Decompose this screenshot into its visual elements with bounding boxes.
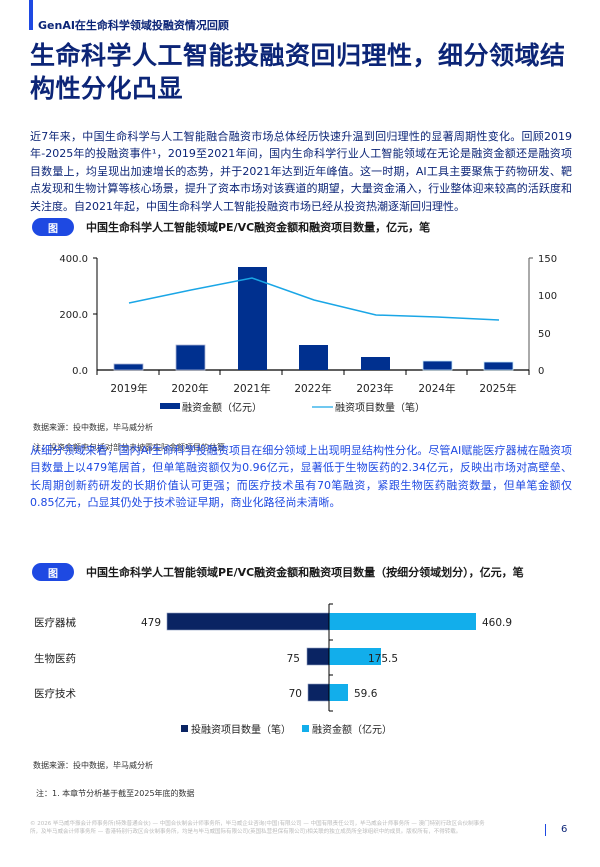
value-labels: 479 75 70 460.9 175.5 59.6 xyxy=(141,617,512,700)
left-tick: 0.0 xyxy=(72,366,88,377)
count-bars xyxy=(166,612,330,702)
svg-text:医疗技术: 医疗技术 xyxy=(34,687,76,700)
svg-text:2020年: 2020年 xyxy=(171,382,208,395)
svg-text:75: 75 xyxy=(287,653,300,665)
amount-bar-medtech xyxy=(329,684,348,701)
line-series-count xyxy=(128,277,500,321)
page-number: 6 xyxy=(561,824,568,835)
figure1-badge: 图 xyxy=(32,218,74,236)
section-label: GenAI在生命科学领域投融资情况回顾 xyxy=(38,19,229,32)
count-bar-medtech xyxy=(307,683,330,702)
right-tick: 0 xyxy=(538,366,544,377)
legend-bar-swatch xyxy=(160,403,180,409)
figure2-source: 数据来源：投中数据，毕马威分析 xyxy=(33,761,153,770)
svg-text:医疗器械: 医疗器械 xyxy=(34,616,76,629)
bar-2024 xyxy=(422,360,453,371)
bar-2025 xyxy=(483,361,514,371)
svg-text:2022年: 2022年 xyxy=(294,382,331,395)
bar-series-amount xyxy=(113,267,514,371)
svg-text:2024年: 2024年 xyxy=(418,382,455,395)
bar-2019 xyxy=(113,363,144,371)
category-labels: 医疗器械 生物医药 医疗技术 xyxy=(34,616,76,700)
figure1-header: 图 中国生命科学人工智能领域PE/VC融资金额和融资项目数量，亿元，笔 xyxy=(32,218,430,236)
svg-text:59.6: 59.6 xyxy=(354,688,378,700)
center-axis xyxy=(328,603,333,712)
figure2-chart: 医疗器械 生物医药 医疗技术 479 75 70 460.9 175.5 59.… xyxy=(34,603,512,736)
figure2-header: 图 中国生命科学人工智能领域PE/VC融资金额和融资项目数量（按细分领域划分），… xyxy=(32,563,524,581)
figure2-note: 注：1. 本章节分析基于截至2025年底的数据 xyxy=(36,789,195,798)
figure2-legend: 投融资项目数量（笔） 融资金额（亿元） xyxy=(181,723,392,736)
amount-bar-biopharma xyxy=(329,648,381,665)
figure1-source: 数据来源：投中数据，毕马威分析 xyxy=(33,423,153,432)
svg-text:175.5: 175.5 xyxy=(368,653,398,665)
count-bar-biopharma xyxy=(306,647,330,666)
legend-count-label: 投融资项目数量（笔） xyxy=(191,723,291,736)
amount-bar-devices xyxy=(329,613,476,630)
right-tick: 50 xyxy=(538,329,551,340)
legend-count-label: 融资项目数量（笔） xyxy=(335,401,425,414)
left-tick: 200.0 xyxy=(59,310,88,321)
left-tick: 400.0 xyxy=(59,254,88,265)
svg-text:2023年: 2023年 xyxy=(356,382,393,395)
svg-text:2019年: 2019年 xyxy=(110,382,147,395)
svg-text:2021年: 2021年 xyxy=(233,382,270,395)
x-tick-labels: 2019年 2020年 2021年 2022年 2023年 2024年 2025… xyxy=(110,382,516,395)
right-tick: 100 xyxy=(538,291,557,302)
x-axis xyxy=(96,369,530,375)
svg-text:479: 479 xyxy=(141,617,161,629)
svg-text:2025年: 2025年 xyxy=(479,382,516,395)
svg-text:460.9: 460.9 xyxy=(482,617,512,629)
right-axis: 150 100 50 0 xyxy=(528,254,557,377)
right-tick: 150 xyxy=(538,254,557,265)
legend-count-swatch xyxy=(181,725,188,732)
svg-text:生物医药: 生物医药 xyxy=(34,652,76,665)
amount-bars xyxy=(329,613,476,701)
count-bar-devices xyxy=(166,612,330,631)
segment-paragraph: 从细分领域来看，国内AI生命科学投融资项目在细分领域上出现明显结构性分化。尽管A… xyxy=(30,444,572,510)
legend-amount-label: 融资金额（亿元） xyxy=(312,723,392,736)
page-number-divider xyxy=(545,824,546,836)
svg-text:70: 70 xyxy=(289,688,302,700)
figure1-legend: 融资金额（亿元） 融资项目数量（笔） xyxy=(160,401,425,414)
legend-amount-swatch xyxy=(302,725,309,732)
figure2-title: 中国生命科学人工智能领域PE/VC融资金额和融资项目数量（按细分领域划分），亿元… xyxy=(86,566,524,579)
page-title: 生命科学人工智能投融资回归理性，细分领域结构性分化凸显 xyxy=(30,41,566,103)
intro-paragraph: 近7年来，中国生命科学与人工智能融合融资市场总体经历快速升温到回归理性的显著周期… xyxy=(30,130,572,213)
figure1-note: 注：投资金额中包括对部分未披露实际金额项目的估算 xyxy=(33,443,225,452)
bar-2020 xyxy=(175,344,206,371)
legend-amount-label: 融资金额（亿元） xyxy=(182,401,262,414)
figure1-chart: 400.0 200.0 0.0 150 100 50 0 2019年 2020年… xyxy=(59,254,557,414)
bar-2021 xyxy=(238,267,267,370)
bar-2022 xyxy=(299,345,328,370)
footer-copyright: © 2026 毕马威华振会计师事务所(特殊普通合伙) — 中国合伙制会计师事务所… xyxy=(30,821,485,835)
figure2-badge: 图 xyxy=(32,563,74,581)
left-axis: 400.0 200.0 0.0 xyxy=(59,254,98,377)
header-accent-bar xyxy=(29,0,33,30)
figure1-title: 中国生命科学人工智能领域PE/VC融资金额和融资项目数量，亿元，笔 xyxy=(86,221,431,234)
bar-2023 xyxy=(361,357,390,370)
